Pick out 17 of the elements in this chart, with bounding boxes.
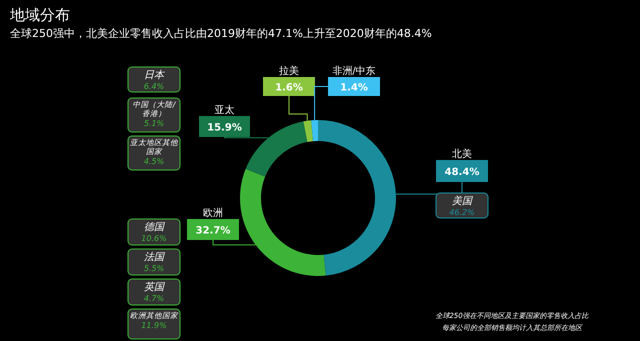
data-label: 32.7%	[196, 226, 230, 236]
text: 地域分布	[9, 6, 70, 24]
text: 德国 10.6%	[141, 222, 167, 243]
slice-label: 亚太	[214, 104, 234, 116]
text: 美国 46.2%	[449, 195, 475, 217]
data-label: 1.6%	[275, 82, 303, 94]
chart-subtitle: 全球250强中，北美企业零售收入占比由2019财年的47.1%上升至2020财年的48.4%	[10, 27, 432, 40]
text: 英国 4.7%	[144, 281, 165, 303]
slice-label: 欧洲	[203, 207, 223, 219]
text: 法国 5.5%	[144, 251, 165, 273]
slice-label: 北美	[452, 148, 472, 160]
slice-label: 非洲/中东	[332, 65, 376, 77]
slice-label: 拉美	[279, 65, 299, 77]
data-label: 1.4%	[340, 82, 368, 94]
text: 日本 6.4%	[144, 69, 165, 91]
data-label: 48.4%	[444, 167, 480, 178]
data-label: 15.9%	[207, 122, 242, 134]
